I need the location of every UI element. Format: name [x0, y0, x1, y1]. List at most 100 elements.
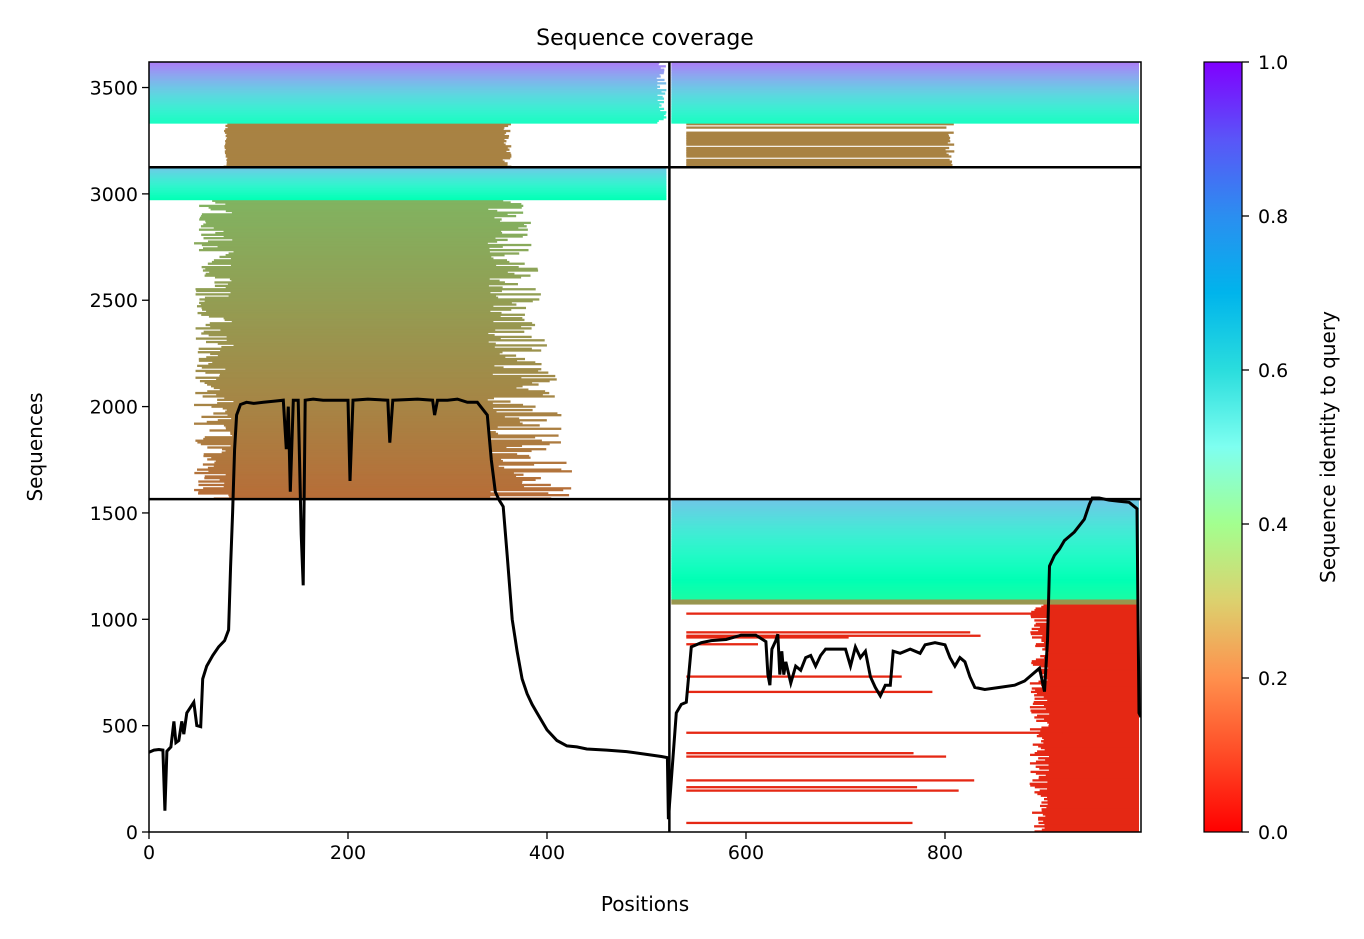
heatmap-row — [207, 390, 546, 393]
heatmap-row — [1043, 641, 1140, 644]
heatmap-row — [1047, 787, 1140, 791]
heatmap-row — [671, 563, 1140, 566]
heatmap-row — [1042, 648, 1140, 651]
heatmap-row — [226, 162, 508, 165]
heatmap-row — [1044, 823, 1140, 826]
heatmap-row — [1047, 721, 1140, 724]
heatmap-row — [149, 107, 665, 111]
heatmap-row — [205, 220, 501, 223]
heatmap-row — [686, 136, 951, 139]
y-tick-label: 1500 — [90, 503, 138, 525]
heatmap-row — [223, 230, 502, 233]
heatmap-row — [149, 177, 667, 180]
heatmap-row — [201, 366, 504, 369]
heatmap-row — [1029, 682, 1140, 685]
heatmap-row — [671, 578, 1140, 581]
heatmap-row — [199, 379, 550, 383]
heatmap-row — [149, 73, 660, 77]
heatmap-row — [220, 349, 542, 352]
heatmap-row — [225, 143, 506, 146]
colorbar-ticks: 0.0 0.2 0.4 0.6 0.8 1.0 — [1242, 52, 1288, 844]
heatmap-row — [205, 371, 549, 374]
heatmap-row — [1031, 687, 1140, 690]
heatmap-row — [224, 318, 525, 322]
heatmap-row — [671, 512, 1140, 515]
heatmap-row — [671, 119, 1140, 122]
heatmap-row — [686, 140, 951, 143]
heatmap-row — [149, 78, 665, 82]
heatmap-row — [207, 262, 525, 265]
heatmap-row — [220, 328, 496, 332]
heatmap-row — [212, 361, 536, 364]
heatmap-row — [671, 92, 1140, 95]
heatmap-row — [671, 564, 1140, 568]
plot-frame — [148, 61, 1142, 833]
heatmap-row — [204, 296, 499, 299]
heatmap-row — [226, 133, 505, 136]
heatmap-row — [686, 612, 1051, 615]
heatmap-row — [671, 75, 1140, 78]
heatmap-row — [198, 490, 491, 493]
heatmap-row — [212, 199, 504, 202]
heatmap-row — [149, 62, 660, 65]
heatmap-row — [223, 424, 540, 427]
heatmap-row — [671, 573, 1140, 576]
heatmap-row — [201, 332, 489, 335]
heatmap-row — [206, 356, 506, 359]
heatmap-row — [233, 250, 490, 253]
heatmap-row — [671, 585, 1140, 588]
heatmap-row — [1035, 643, 1140, 646]
heatmap-row — [671, 500, 1140, 503]
heatmap-row — [227, 283, 518, 286]
heatmap-row — [671, 580, 1140, 583]
heatmap-row — [209, 322, 533, 325]
heatmap-row — [686, 631, 971, 634]
heatmap-row — [203, 453, 518, 456]
heatmap-row — [1035, 622, 1140, 625]
heatmap-row — [213, 412, 558, 415]
heatmap-row — [671, 83, 1140, 87]
heatmap-row — [211, 405, 536, 408]
heatmap-row — [149, 112, 666, 116]
heatmap-row — [207, 383, 539, 386]
heatmap-row — [195, 288, 536, 291]
heatmap-row — [206, 420, 520, 424]
heatmap-row — [217, 245, 503, 248]
heatmap-row — [671, 111, 1140, 114]
heatmap-row — [671, 544, 1140, 547]
heatmap-row — [1041, 808, 1140, 811]
heatmap-row — [1043, 695, 1140, 699]
heatmap-row — [686, 160, 953, 163]
heatmap-row — [1032, 811, 1140, 814]
heatmap-row — [1041, 740, 1140, 743]
y-tick-label: 0 — [126, 822, 138, 844]
heatmap-row — [1034, 697, 1140, 700]
heatmap-row — [686, 643, 759, 646]
heatmap-row — [1043, 603, 1140, 607]
heatmap-row — [149, 184, 667, 187]
x-axis-ticks: 0 200 400 600 800 — [143, 832, 963, 864]
heatmap-row — [671, 97, 1140, 100]
heatmap-row — [686, 134, 949, 138]
heatmap-row — [225, 141, 504, 145]
heatmap-row — [149, 80, 658, 83]
heatmap-row — [1045, 758, 1140, 762]
heatmap-row — [200, 225, 527, 228]
heatmap-row — [195, 369, 539, 373]
heatmap-row — [671, 82, 1140, 85]
heatmap-row — [208, 334, 495, 337]
heatmap-row — [227, 123, 512, 126]
heatmap-row — [224, 151, 511, 155]
heatmap-row — [230, 432, 499, 436]
heatmap-row — [221, 448, 547, 451]
heatmap-row — [671, 100, 1140, 104]
heatmap-row — [1041, 828, 1140, 831]
heatmap-row — [1036, 719, 1140, 722]
heatmap-row — [1049, 620, 1140, 624]
heatmap-row — [230, 291, 491, 294]
heatmap-row — [1038, 775, 1140, 779]
heatmap-row — [671, 525, 1140, 529]
heatmap-row — [671, 568, 1140, 571]
heatmap-row — [671, 546, 1140, 549]
